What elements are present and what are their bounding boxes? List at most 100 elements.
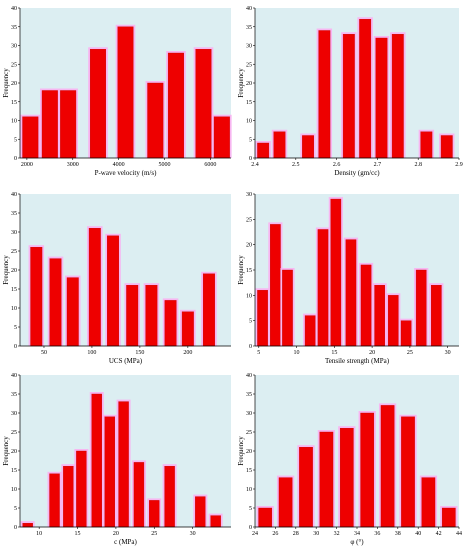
histogram-bar — [278, 477, 293, 528]
y-tick-label: 10 — [246, 293, 252, 299]
x-tick-label: 28 — [293, 531, 299, 537]
x-tick-label: 4000 — [113, 162, 125, 168]
histogram-bar — [41, 90, 58, 159]
histogram-bar — [440, 135, 453, 159]
x-axis-label: c (MPa) — [114, 538, 137, 546]
y-tick-label: 5 — [14, 325, 17, 331]
histogram-bar — [420, 131, 433, 159]
y-tick-label: 35 — [11, 392, 17, 398]
y-tick-label: 0 — [249, 344, 252, 350]
histogram-bar — [149, 500, 160, 528]
y-tick-label: 0 — [14, 156, 17, 162]
y-tick-label: 15 — [11, 287, 17, 293]
x-tick-label: 10 — [36, 531, 42, 537]
x-tick-label: 34 — [354, 531, 360, 537]
histogram-bar — [319, 431, 334, 528]
x-tick-label: 3000 — [67, 162, 79, 168]
histogram-bar — [63, 466, 74, 528]
y-tick-label: 40 — [246, 6, 252, 12]
histogram-panel-1: 0 5 10 15 20 25 30 35 40 2000 3000 4000 5000 6000 P-wa… — [2, 6, 232, 177]
y-tick-label: 25 — [246, 217, 252, 223]
histogram-bar — [415, 269, 427, 347]
y-tick-label: 30 — [246, 192, 252, 198]
histogram-bar — [257, 290, 268, 347]
histogram-bar — [270, 224, 281, 347]
y-tick-label: 5 — [14, 137, 17, 143]
x-tick-label: 32 — [334, 531, 340, 537]
y-tick-label: 25 — [11, 430, 17, 436]
x-tick-label: 2.6 — [333, 162, 341, 168]
y-tick-label: 15 — [246, 100, 252, 106]
y-tick-label: 5 — [249, 506, 252, 512]
y-tick-label: 35 — [11, 25, 17, 31]
x-tick-label: 2.9 — [455, 162, 463, 168]
y-axis-label: Frequency — [237, 436, 245, 466]
histogram-bar — [147, 82, 164, 159]
x-tick-label: 2000 — [21, 162, 33, 168]
histogram-bar — [181, 311, 194, 347]
histogram-bar — [49, 473, 60, 528]
x-tick-label: 2.7 — [374, 162, 382, 168]
y-axis-label: Frequency — [2, 436, 10, 466]
y-tick-label: 5 — [249, 137, 252, 143]
x-tick-label: 200 — [183, 350, 192, 356]
histogram-bar — [133, 462, 145, 528]
y-tick-label: 20 — [246, 243, 252, 249]
histogram-bar — [88, 227, 101, 347]
histogram-bar — [282, 269, 293, 347]
x-tick-label: 20 — [113, 531, 119, 537]
histogram-bar — [441, 507, 456, 528]
histogram-bar — [22, 116, 39, 159]
histogram-bar — [339, 428, 354, 528]
histogram-bar — [391, 34, 404, 159]
histogram-panel-5: 0 5 10 15 20 25 30 35 40 10 15 20 25 30 c (MPa) Frequen… — [2, 373, 231, 546]
y-tick-label: 25 — [246, 62, 252, 68]
y-tick-label: 0 — [14, 525, 17, 531]
y-tick-label: 5 — [249, 319, 252, 325]
histogram-bar — [302, 135, 314, 159]
x-tick-label: 25 — [407, 350, 413, 356]
histogram-bar — [104, 416, 115, 528]
histogram-bar — [359, 19, 372, 159]
y-tick-label: 25 — [246, 430, 252, 436]
y-axis-label: Frequency — [237, 68, 245, 98]
x-tick-label: 15 — [331, 350, 337, 356]
x-tick-label: 40 — [415, 531, 421, 537]
y-tick-label: 15 — [11, 468, 17, 474]
histogram-panel-2: 0 5 10 15 20 25 30 35 40 2.4 2.5 2.6 2.7 2.8 2.9 Densit… — [237, 6, 463, 177]
histogram-bar — [258, 507, 273, 528]
x-tick-label: 38 — [395, 531, 401, 537]
x-tick-label: 15 — [75, 531, 81, 537]
histogram-bar — [317, 229, 329, 347]
histogram-bar — [342, 34, 355, 159]
x-tick-label: 44 — [456, 531, 462, 537]
histogram-bar — [49, 258, 62, 347]
x-tick-label: 26 — [272, 531, 278, 537]
histogram-bar — [60, 90, 77, 159]
histogram-bar — [330, 198, 342, 347]
x-axis-label: Density (gm/cc) — [334, 169, 380, 177]
y-tick-label: 0 — [14, 344, 17, 350]
y-tick-label: 10 — [246, 487, 252, 493]
histogram-bar — [304, 315, 316, 347]
histogram-panel-3: 0 5 10 15 20 25 30 35 40 50 100 150 200 UCS (MPa) Freq… — [2, 192, 231, 365]
histogram-bar — [195, 49, 212, 159]
y-tick-label: 35 — [246, 25, 252, 31]
x-axis-label: P-wave velocity (m/s) — [95, 169, 157, 177]
y-tick-label: 40 — [246, 373, 252, 379]
x-tick-label: 30 — [313, 531, 319, 537]
y-tick-label: 10 — [11, 119, 17, 125]
y-axis-label: Frequency — [237, 255, 245, 285]
y-tick-label: 40 — [11, 6, 17, 12]
x-axis-label: φ (°) — [350, 538, 364, 546]
y-tick-label: 30 — [11, 44, 17, 50]
histogram-bar — [30, 246, 43, 347]
histogram-bar — [167, 52, 184, 159]
histogram-bar — [210, 515, 221, 528]
histogram-bar — [375, 37, 388, 159]
y-tick-label: 30 — [246, 44, 252, 50]
histogram-bar — [107, 235, 119, 347]
histogram-bar — [345, 239, 357, 347]
